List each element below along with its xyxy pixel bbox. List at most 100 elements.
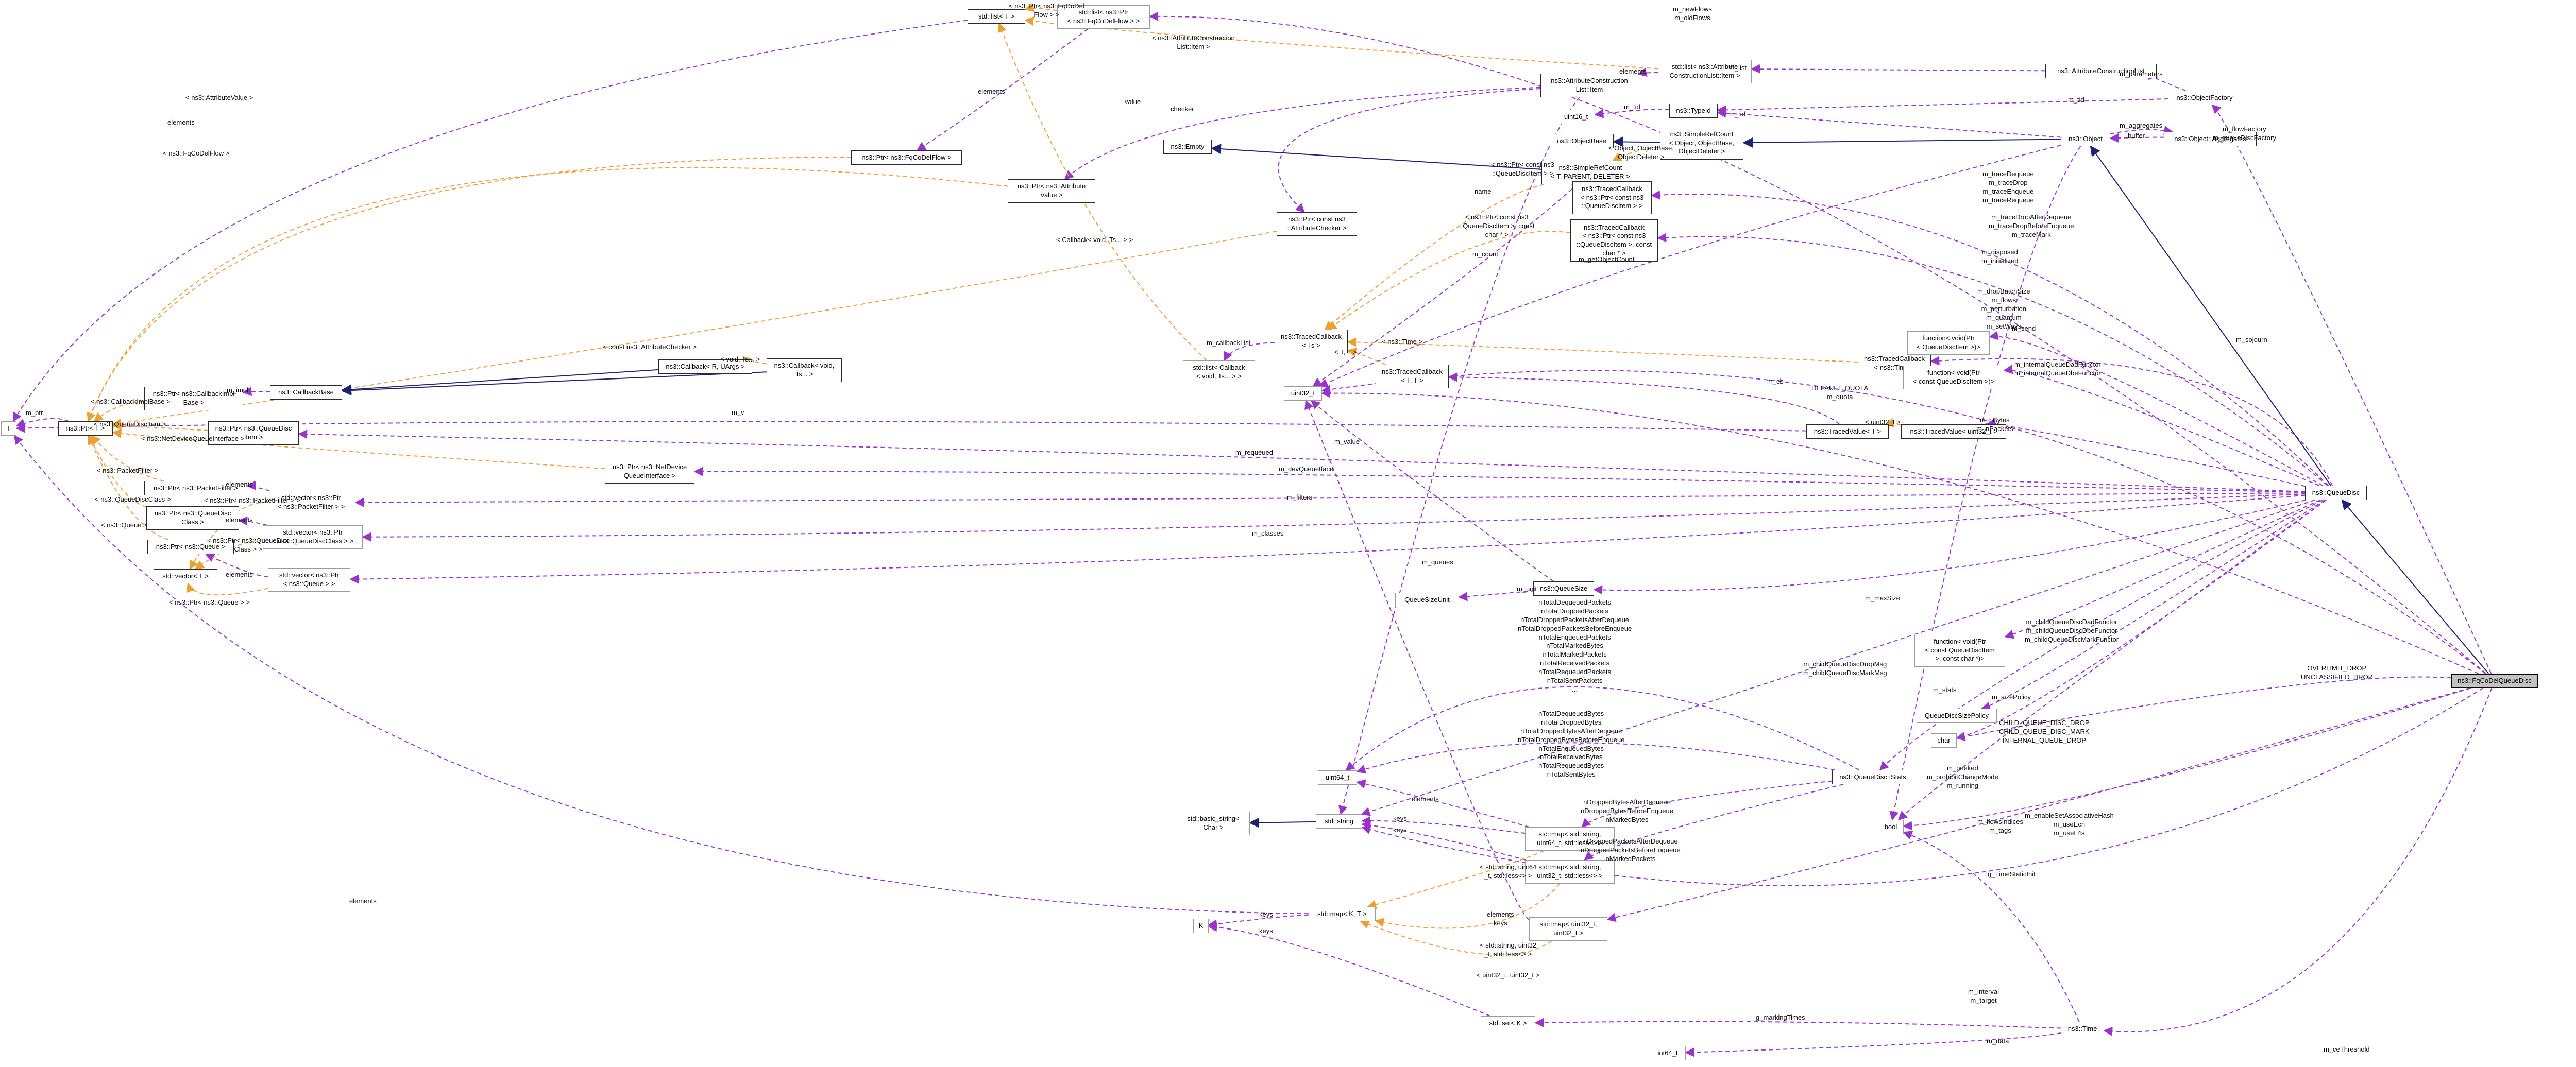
class-node-time[interactable]: ns3::Time xyxy=(2061,1022,2104,1036)
edge-map-s64-to-string xyxy=(1361,816,1526,834)
edge-label-tcb-ts-to-list-cb: m_callbackList xyxy=(1207,339,1250,348)
class-node-tcb-qdi[interactable]: ns3::TracedCallback < ns3::Ptr< const ns3… xyxy=(1572,181,1652,214)
class-node-list-flow[interactable]: std::list< ns3::Ptr < ns3::FqCoDelFlow > … xyxy=(1057,5,1150,29)
class-node-tcb-qdi-char[interactable]: ns3::TracedCallback < ns3::Ptr< const ns3… xyxy=(1570,219,1658,262)
class-node-label: ns3::TracedCallback xyxy=(1863,355,1925,363)
class-node-ptr-qdi[interactable]: ns3::Ptr< ns3::QueueDisc Item > xyxy=(208,421,299,445)
edge-label-line: < ns3::QueueDiscItem > xyxy=(94,420,166,428)
class-node-stats[interactable]: ns3::QueueDisc::Stats xyxy=(1832,770,1913,784)
edge-label-list-attr-item-to-list-T: < ns3::AttributeConstruction List::Item > xyxy=(1152,34,1235,51)
edge-label-line: m_tags xyxy=(1989,826,2011,834)
class-node-uint16[interactable]: uint16_t xyxy=(1557,110,1595,124)
class-node-qdisc[interactable]: ns3::QueueDisc xyxy=(2305,486,2367,500)
edge-label-line: m_requeued xyxy=(1235,449,1273,456)
class-node-set-K[interactable]: std::set< K > xyxy=(1481,1016,1535,1030)
class-node-fqcodel[interactable]: ns3::FqCoDelQueueDisc xyxy=(2451,674,2538,688)
class-node-ptr-attr-val[interactable]: ns3::Ptr< ns3::Attribute Value > xyxy=(1008,179,1095,203)
class-node-cb-base[interactable]: ns3::CallbackBase xyxy=(270,385,342,400)
class-node-label: uint32_t xyxy=(1291,389,1315,397)
class-node-src-obj[interactable]: ns3::SimpleRefCount < Object, ObjectBase,… xyxy=(1660,127,1743,160)
class-node-ptr-flow[interactable]: ns3::Ptr< ns3::FqCoDelFlow > xyxy=(851,150,962,165)
class-node-vec-pf[interactable]: std::vector< ns3::Ptr < ns3::PacketFilter… xyxy=(267,491,355,514)
class-node-uint32[interactable]: uint32_t xyxy=(1284,386,1322,401)
edge-label-line: nTotalDroppedPacketsAfterDequeue xyxy=(1520,615,1630,624)
edge-label-line: g_markingTimes xyxy=(1756,1013,1805,1021)
class-node-cb-r[interactable]: ns3::Callback< R, UArgs > xyxy=(658,359,752,374)
class-node-K[interactable]: K xyxy=(1193,919,1209,933)
edge-label-ptr-pf-to-ptr-T: < ns3::PacketFilter > xyxy=(97,467,158,475)
class-node-char[interactable]: char xyxy=(1931,733,1957,748)
edge-label-vec-qdc-to-ptr-qdc: elements xyxy=(226,516,253,525)
class-node-ptr-qdc[interactable]: ns3::Ptr< ns3::QueueDisc Class > xyxy=(146,506,239,530)
class-node-object[interactable]: ns3::Object xyxy=(2061,132,2110,146)
class-node-src-t[interactable]: ns3::SimpleRefCount < T, PARENT, DELETER … xyxy=(1541,161,1639,184)
class-node-vec-q[interactable]: std::vector< ns3::Ptr < ns3::Queue > > xyxy=(268,568,350,592)
class-node-map-s32[interactable]: std::map< std::string, uint32_t, std::les… xyxy=(1525,860,1615,884)
class-node-label: < T, PARENT, DELETER > xyxy=(1551,173,1630,180)
edge-qdisc-to-tcb-qdi xyxy=(1651,190,2329,486)
class-node-list-cb[interactable]: std::list< Callback < void, Ts... > > xyxy=(1183,360,1255,384)
class-node-label: < ns3::Queue > > xyxy=(283,580,335,588)
class-node-T[interactable]: T xyxy=(1,421,16,436)
class-node-label: ns3::Time xyxy=(2067,1024,2097,1032)
edge-obj-factory-to-typeid xyxy=(1717,98,2168,115)
class-node-obj-factory[interactable]: ns3::ObjectFactory xyxy=(2168,91,2241,105)
class-node-cb-void[interactable]: ns3::Callback< void, Ts... > xyxy=(767,358,842,382)
class-node-ptr-q[interactable]: ns3::Ptr< ns3::Queue > xyxy=(147,540,234,554)
class-node-uint64[interactable]: uint64_t xyxy=(1318,770,1357,785)
class-node-ptr-ndqi[interactable]: ns3::Ptr< ns3::NetDevice QueueInterface > xyxy=(605,460,694,484)
edge-label-line: < ns3::NetDeviceQueueInterface > xyxy=(141,435,245,442)
edge-label-line: List::Item > xyxy=(1177,42,1210,50)
class-node-map-s64[interactable]: std::map< std::string, uint64_t, std::les… xyxy=(1525,827,1615,851)
class-node-bool[interactable]: bool xyxy=(1878,820,1904,834)
class-node-attr-item[interactable]: ns3::AttributeConstruction List::Item xyxy=(1540,74,1638,97)
class-node-tv-t[interactable]: ns3::TracedValue< T > xyxy=(1806,424,1889,439)
edge-src-obj-to-src-t xyxy=(1612,146,1660,161)
class-node-sizepol[interactable]: QueueDiscSizePolicy xyxy=(1917,709,1997,723)
class-node-typeid[interactable]: ns3::TypeId xyxy=(1669,104,1718,118)
class-node-vec-T[interactable]: std::vector< T > xyxy=(154,569,217,583)
edge-label-stats-to-map-s64: nDroppedBytesAfterDequeue nDroppedBytesBe… xyxy=(1581,798,1673,824)
edge-label-line: m_queues xyxy=(1422,558,1453,566)
edge-label-qdisc-to-stats: m_stats xyxy=(1933,686,1957,695)
edge-label-line: keys xyxy=(1259,910,1273,918)
edge-label-line: m_oldFlows xyxy=(1674,13,1710,22)
class-node-vec-qdc[interactable]: std::vector< ns3::Ptr < ns3::QueueDiscCla… xyxy=(263,525,363,549)
class-node-map-KT[interactable]: std::map< K, T > xyxy=(1309,907,1376,921)
edge-label-object-to-typeid: m_tid xyxy=(1729,110,1745,119)
class-node-fn-qdi[interactable]: function< void(Ptr < QueueDiscItem >)> xyxy=(1907,331,1990,355)
class-node-string[interactable]: std::string xyxy=(1316,814,1362,829)
edge-label-stats-to-uint64: nTotalDequeuedPackets nTotalDroppedPacket… xyxy=(1518,598,1632,694)
edge-label-line: _t, std::less<> > xyxy=(1484,950,1532,958)
class-node-label: < ns3::Ptr< const ns3 xyxy=(1580,193,1644,201)
class-node-obj-base[interactable]: ns3::ObjectBase xyxy=(1550,134,1614,148)
class-node-qsize[interactable]: ns3::QueueSize xyxy=(1533,581,1594,596)
class-node-ptr-T[interactable]: ns3::Ptr< T > xyxy=(58,421,113,436)
class-node-bstring[interactable]: std::basic_string< Char > xyxy=(1177,812,1250,835)
edge-label-tcb-qdi-to-tcb-ts: < ns3::Ptr< const ns3::QueueDiscItem > > xyxy=(1491,161,1554,178)
edge-qdisc-to-tcb-time xyxy=(1930,356,2333,486)
class-node-map-3232[interactable]: std::map< uint32_t, uint32_t > xyxy=(1529,917,1607,941)
class-node-ptr-cbimpl[interactable]: ns3::Ptr< ns3::CallbackImpl Base > xyxy=(144,387,243,410)
class-node-fn-cqdi-char[interactable]: function< void(Ptr < const QueueDiscItem >… xyxy=(1914,634,2005,667)
class-node-list-T[interactable]: std::list< T > xyxy=(968,9,1025,24)
edge-label-line: m_sizePolicy xyxy=(1992,693,2031,701)
class-node-empty[interactable]: ns3::Empty xyxy=(1163,140,1212,154)
class-node-label: Class > xyxy=(181,518,204,526)
class-node-qsunit[interactable]: QueueSizeUnit xyxy=(1395,593,1459,607)
edge-label-line: INTERNAL_QUEUE_DROP xyxy=(2002,736,2087,744)
class-node-attr-list[interactable]: ns3::AttributeConstructionList xyxy=(2045,64,2157,78)
edge-label-map-s64-to-map-KT: < std::string, uint64 _t, std::less<> > xyxy=(1480,863,1536,881)
edge-label-line: m_peeked xyxy=(1947,764,1978,772)
class-node-label: ns3::Callback< R, UArgs > xyxy=(666,362,745,370)
class-node-tcb-ts[interactable]: ns3::TracedCallback < Ts > xyxy=(1275,330,1348,353)
class-node-label: < Ts > xyxy=(1302,341,1320,349)
class-node-aggregates[interactable]: ns3::Object::Aggregates xyxy=(2164,132,2257,146)
edge-label-line: m_quantum xyxy=(1986,313,2022,321)
class-node-fn-cqdi[interactable]: function< void(Ptr < const QueueDiscItem … xyxy=(1903,366,2004,389)
class-node-int64[interactable]: int64_t xyxy=(1650,1046,1686,1060)
class-node-ptr-attr-chk[interactable]: ns3::Ptr< const ns3::AttributeChecker > xyxy=(1277,212,1357,236)
class-node-tcb-tt[interactable]: ns3::TracedCallback < T, T > xyxy=(1376,365,1449,388)
class-node-label: ns3::TracedCallback xyxy=(1280,333,1342,341)
class-node-ptr-pf[interactable]: ns3::Ptr< ns3::PacketFilter > xyxy=(144,481,247,495)
